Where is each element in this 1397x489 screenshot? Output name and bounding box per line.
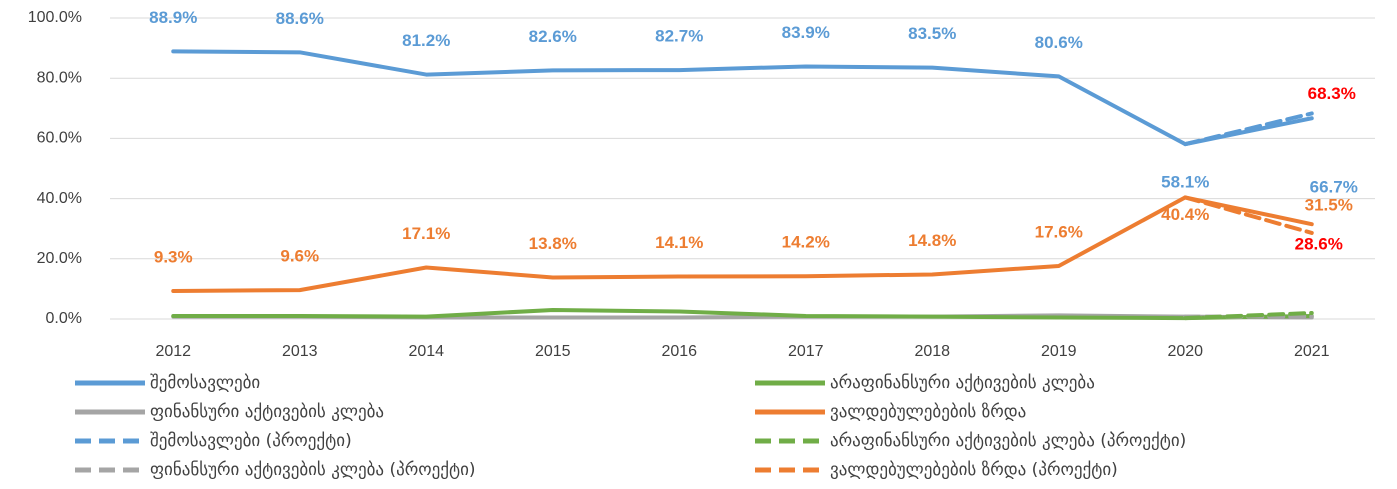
data-label: 14.8% xyxy=(908,231,956,250)
legend-label: ფინანსური აქტივების კლება (პროექტი) xyxy=(150,460,476,480)
data-label: 17.6% xyxy=(1035,223,1083,242)
data-label: 17.1% xyxy=(402,224,450,243)
legend-label: არაფინანსური აქტივების კლება xyxy=(830,373,1095,393)
series-line xyxy=(171,195,1314,294)
data-label: 68.3% xyxy=(1308,84,1356,103)
legend-label: შემოსავლები xyxy=(150,373,260,393)
x-tick-label: 2019 xyxy=(1041,343,1077,360)
legend-label: არაფინანსური აქტივების კლება (პროექტი) xyxy=(830,431,1186,451)
legend-label: ვალდებულებების ზრდა (პროექტი) xyxy=(830,460,1118,480)
data-label: 66.7% xyxy=(1310,178,1358,197)
y-tick-label: 20.0% xyxy=(37,250,82,267)
y-tick-label: 40.0% xyxy=(37,190,82,207)
data-label: 40.4% xyxy=(1161,205,1209,224)
x-tick-label: 2017 xyxy=(788,343,824,360)
data-label: 14.2% xyxy=(782,233,830,252)
series-line xyxy=(171,49,1314,147)
y-tick-label: 100.0% xyxy=(28,9,82,26)
data-label: 88.6% xyxy=(276,9,324,28)
legend-label: შემოსავლები (პროექტი) xyxy=(150,431,352,451)
x-tick-label: 2014 xyxy=(408,343,444,360)
x-tick-label: 2012 xyxy=(155,343,191,360)
x-tick-label: 2018 xyxy=(914,343,950,360)
y-tick-label: 0.0% xyxy=(46,310,82,327)
data-label: 82.7% xyxy=(655,27,703,46)
x-tick-label: 2021 xyxy=(1294,343,1330,360)
x-tick-label: 2015 xyxy=(535,343,571,360)
data-label: 81.2% xyxy=(402,31,450,50)
data-label: 9.6% xyxy=(280,247,319,266)
y-tick-label: 80.0% xyxy=(37,69,82,86)
y-tick-label: 60.0% xyxy=(37,130,82,147)
series-line xyxy=(1183,310,1314,321)
data-label: 13.8% xyxy=(529,234,577,253)
data-label: 9.3% xyxy=(154,247,193,266)
series-line xyxy=(1183,195,1314,235)
data-label: 88.9% xyxy=(149,8,197,27)
legend-label: ვალდებულებების ზრდა xyxy=(830,402,1026,422)
series-line xyxy=(1183,111,1314,147)
data-label: 83.5% xyxy=(908,24,956,43)
data-label: 31.5% xyxy=(1305,196,1353,215)
data-label: 82.6% xyxy=(529,27,577,46)
legend-label: ფინანსური აქტივების კლება xyxy=(150,402,384,422)
data-label: 80.6% xyxy=(1035,33,1083,52)
series-line xyxy=(171,307,1314,321)
data-label: 14.1% xyxy=(655,233,703,252)
data-label: 83.9% xyxy=(782,23,830,42)
x-tick-label: 2020 xyxy=(1167,343,1203,360)
x-tick-label: 2016 xyxy=(661,343,697,360)
data-label: 58.1% xyxy=(1161,173,1209,192)
x-tick-label: 2013 xyxy=(282,343,318,360)
data-label: 28.6% xyxy=(1295,234,1343,253)
